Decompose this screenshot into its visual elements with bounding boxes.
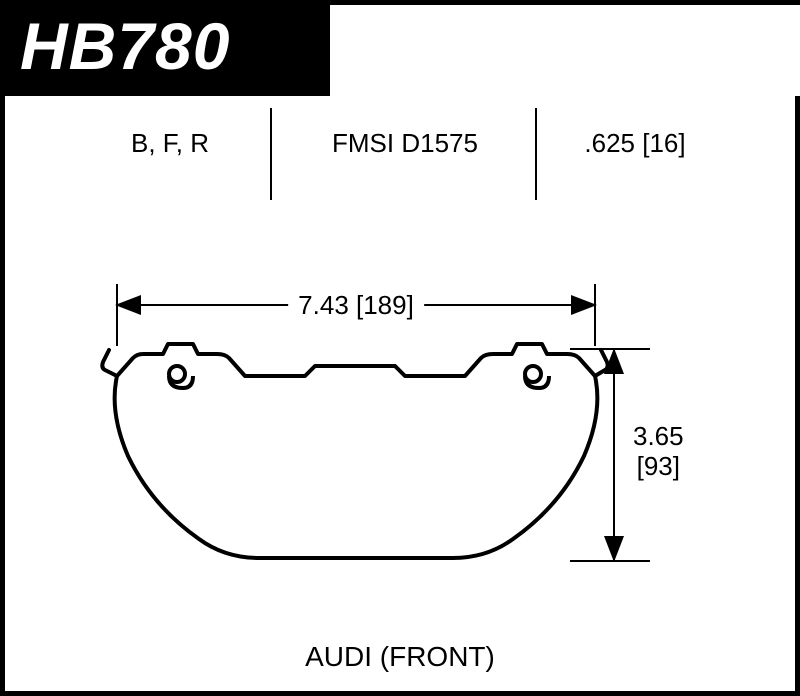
- arrow-right-icon: [571, 295, 597, 315]
- height-in: 3.65: [633, 421, 684, 451]
- spec-fmsi: FMSI D1575: [295, 128, 515, 159]
- brake-pad-outline: [75, 336, 635, 576]
- header-white-fill: [330, 0, 800, 96]
- width-dim-label: 7.43 [189]: [288, 290, 424, 321]
- spec-row: B, F, R FMSI D1575 .625 [16]: [80, 96, 720, 159]
- part-number: HB780: [20, 9, 230, 83]
- spec-thickness: .625 [16]: [550, 128, 720, 159]
- header-bar: HB780: [0, 0, 800, 96]
- width-dimension: 7.43 [189]: [117, 276, 595, 336]
- brake-pad-diagram: 7.43 [189] 3.65 [93]: [75, 276, 725, 606]
- height-mm: 93: [644, 451, 673, 481]
- frame-inner: B, F, R FMSI D1575 .625 [16] 7.43 [189]: [5, 96, 795, 691]
- vehicle-caption: AUDI (FRONT): [5, 641, 795, 673]
- spec-compounds: B, F, R: [80, 128, 260, 159]
- arrow-left-icon: [115, 295, 141, 315]
- height-dim-label: 3.65 [93]: [633, 422, 684, 482]
- diagram-frame: B, F, R FMSI D1575 .625 [16] 7.43 [189]: [0, 96, 800, 696]
